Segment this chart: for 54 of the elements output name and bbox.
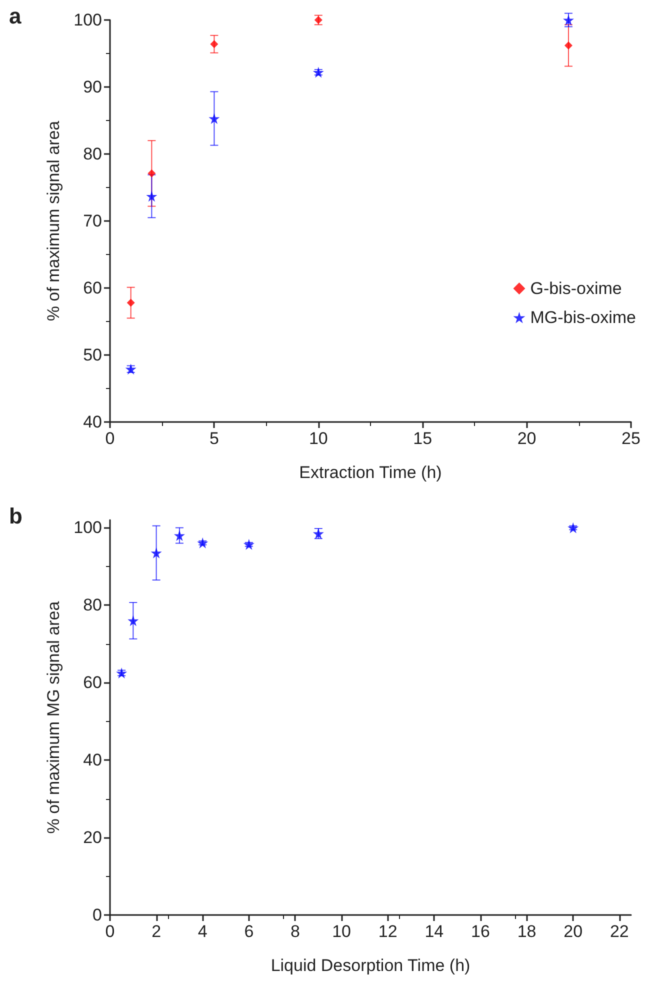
x-tick-label: 0: [105, 922, 115, 941]
x-tick-label: 5: [209, 429, 219, 448]
x-tick-label: 8: [290, 922, 300, 941]
x-tick-label: 25: [622, 429, 640, 448]
y-axis-title: % of maximum signal area: [44, 120, 63, 322]
chart-title: b: [9, 504, 22, 528]
x-tick-label: 12: [378, 922, 398, 941]
legend-label: MG-bis-oxime: [530, 308, 636, 327]
point: [128, 615, 139, 626]
point: [208, 112, 220, 124]
x-tick-label: 0: [105, 429, 115, 448]
x-axis-title: Extraction Time (h): [299, 463, 442, 482]
y-tick-label: 100: [74, 10, 102, 30]
point: [210, 40, 218, 48]
point: [564, 41, 572, 50]
point: [116, 667, 128, 678]
point: [126, 298, 135, 307]
y-axis-title: % of maximum MG signal area: [44, 600, 63, 834]
y-tick-label: 60: [83, 673, 102, 692]
y-tick-label: 100: [74, 518, 102, 538]
x-tick-label: 18: [517, 922, 536, 941]
x-tick-label: 4: [198, 922, 208, 941]
y-tick-label: 60: [83, 278, 102, 298]
x-tick-label: 2: [152, 922, 162, 941]
x-tick-label: 15: [413, 429, 432, 448]
legend-label: G-bis-oxime: [530, 279, 622, 298]
x-tick-label: 20: [517, 429, 536, 448]
y-tick-label: 40: [83, 412, 102, 432]
y-tick-label: 0: [92, 906, 102, 924]
x-tick-label: 6: [244, 922, 254, 941]
y-tick-label: 20: [83, 828, 102, 848]
y-tick-label: 80: [83, 144, 102, 164]
point: [146, 190, 158, 202]
x-tick-label: 16: [471, 922, 490, 941]
point: [312, 66, 324, 78]
x-tick-label: 10: [308, 429, 328, 448]
x-tick-label: 20: [564, 922, 583, 941]
x-tick-label: 22: [610, 922, 629, 941]
point: [568, 522, 579, 534]
y-tick-label: 90: [83, 78, 102, 96]
point: [562, 14, 574, 26]
x-axis-title: Liquid Desorption Time (h): [270, 956, 470, 975]
y-tick-label: 50: [83, 346, 102, 364]
x-tick-label: 14: [424, 922, 444, 941]
point: [148, 169, 156, 178]
x-tick-label: 10: [332, 922, 352, 941]
point: [174, 530, 185, 541]
point: [197, 537, 208, 548]
chart-title: a: [9, 4, 22, 28]
point: [243, 538, 254, 550]
y-tick-label: 80: [83, 596, 102, 615]
y-tick-label: 40: [83, 750, 102, 770]
point: [150, 547, 162, 558]
y-tick-label: 70: [83, 212, 102, 230]
